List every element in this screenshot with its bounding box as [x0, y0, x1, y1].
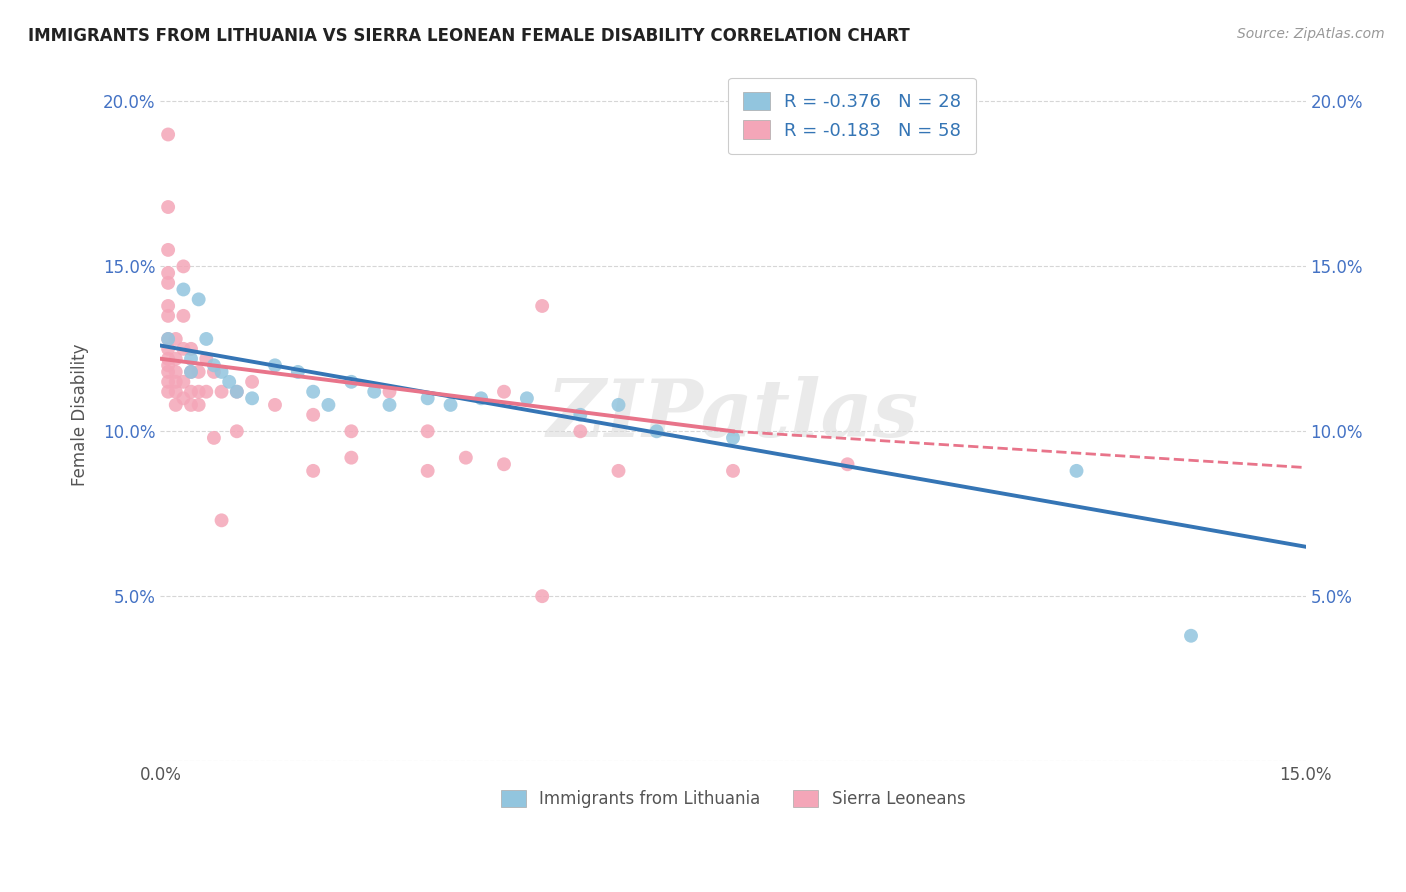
Point — [187, 384, 209, 399]
Point — [172, 283, 194, 297]
Point — [157, 365, 180, 379]
Point — [202, 359, 225, 373]
Point — [157, 266, 180, 280]
Point — [340, 375, 363, 389]
Point — [439, 398, 461, 412]
Point — [165, 384, 187, 399]
Point — [202, 431, 225, 445]
Point — [240, 375, 263, 389]
Point — [157, 200, 180, 214]
Point — [225, 425, 247, 439]
Point — [195, 384, 218, 399]
Point — [302, 464, 325, 478]
Point — [531, 589, 554, 603]
Point — [157, 128, 180, 142]
Point — [1180, 629, 1202, 643]
Point — [721, 464, 744, 478]
Point — [607, 464, 630, 478]
Point — [180, 342, 202, 356]
Text: ZIPatlas: ZIPatlas — [547, 376, 920, 453]
Point — [165, 398, 187, 412]
Point — [180, 365, 202, 379]
Point — [721, 431, 744, 445]
Point — [569, 425, 592, 439]
Point — [516, 392, 538, 406]
Point — [172, 375, 194, 389]
Point — [416, 464, 439, 478]
Point — [157, 299, 180, 313]
Point — [157, 375, 180, 389]
Point — [287, 365, 309, 379]
Point — [645, 425, 668, 439]
Point — [180, 365, 202, 379]
Point — [172, 260, 194, 274]
Point — [157, 359, 180, 373]
Legend: Immigrants from Lithuania, Sierra Leoneans: Immigrants from Lithuania, Sierra Leonea… — [494, 783, 972, 815]
Point — [302, 384, 325, 399]
Point — [416, 425, 439, 439]
Point — [157, 332, 180, 346]
Point — [454, 450, 477, 465]
Point — [218, 375, 240, 389]
Point — [607, 398, 630, 412]
Y-axis label: Female Disability: Female Disability — [72, 343, 89, 486]
Point — [837, 457, 859, 471]
Point — [340, 450, 363, 465]
Point — [211, 384, 233, 399]
Point — [363, 384, 385, 399]
Point — [180, 398, 202, 412]
Point — [172, 342, 194, 356]
Point — [172, 309, 194, 323]
Point — [531, 299, 554, 313]
Point — [492, 384, 515, 399]
Point — [211, 513, 233, 527]
Point — [225, 384, 247, 399]
Point — [240, 392, 263, 406]
Point — [187, 365, 209, 379]
Point — [157, 384, 180, 399]
Text: Source: ZipAtlas.com: Source: ZipAtlas.com — [1237, 27, 1385, 41]
Point — [195, 351, 218, 366]
Point — [378, 398, 401, 412]
Point — [340, 425, 363, 439]
Point — [165, 365, 187, 379]
Point — [157, 243, 180, 257]
Point — [157, 351, 180, 366]
Point — [302, 408, 325, 422]
Point — [378, 384, 401, 399]
Point — [195, 332, 218, 346]
Point — [157, 332, 180, 346]
Point — [157, 276, 180, 290]
Point — [187, 293, 209, 307]
Point — [492, 457, 515, 471]
Point — [264, 359, 287, 373]
Point — [157, 309, 180, 323]
Point — [187, 398, 209, 412]
Point — [180, 384, 202, 399]
Point — [211, 365, 233, 379]
Point — [172, 392, 194, 406]
Point — [165, 375, 187, 389]
Point — [1066, 464, 1088, 478]
Point — [264, 398, 287, 412]
Point — [318, 398, 340, 412]
Point — [180, 351, 202, 366]
Point — [470, 392, 492, 406]
Point — [165, 332, 187, 346]
Point — [416, 392, 439, 406]
Point — [569, 408, 592, 422]
Point — [165, 351, 187, 366]
Point — [202, 365, 225, 379]
Point — [225, 384, 247, 399]
Point — [157, 342, 180, 356]
Text: IMMIGRANTS FROM LITHUANIA VS SIERRA LEONEAN FEMALE DISABILITY CORRELATION CHART: IMMIGRANTS FROM LITHUANIA VS SIERRA LEON… — [28, 27, 910, 45]
